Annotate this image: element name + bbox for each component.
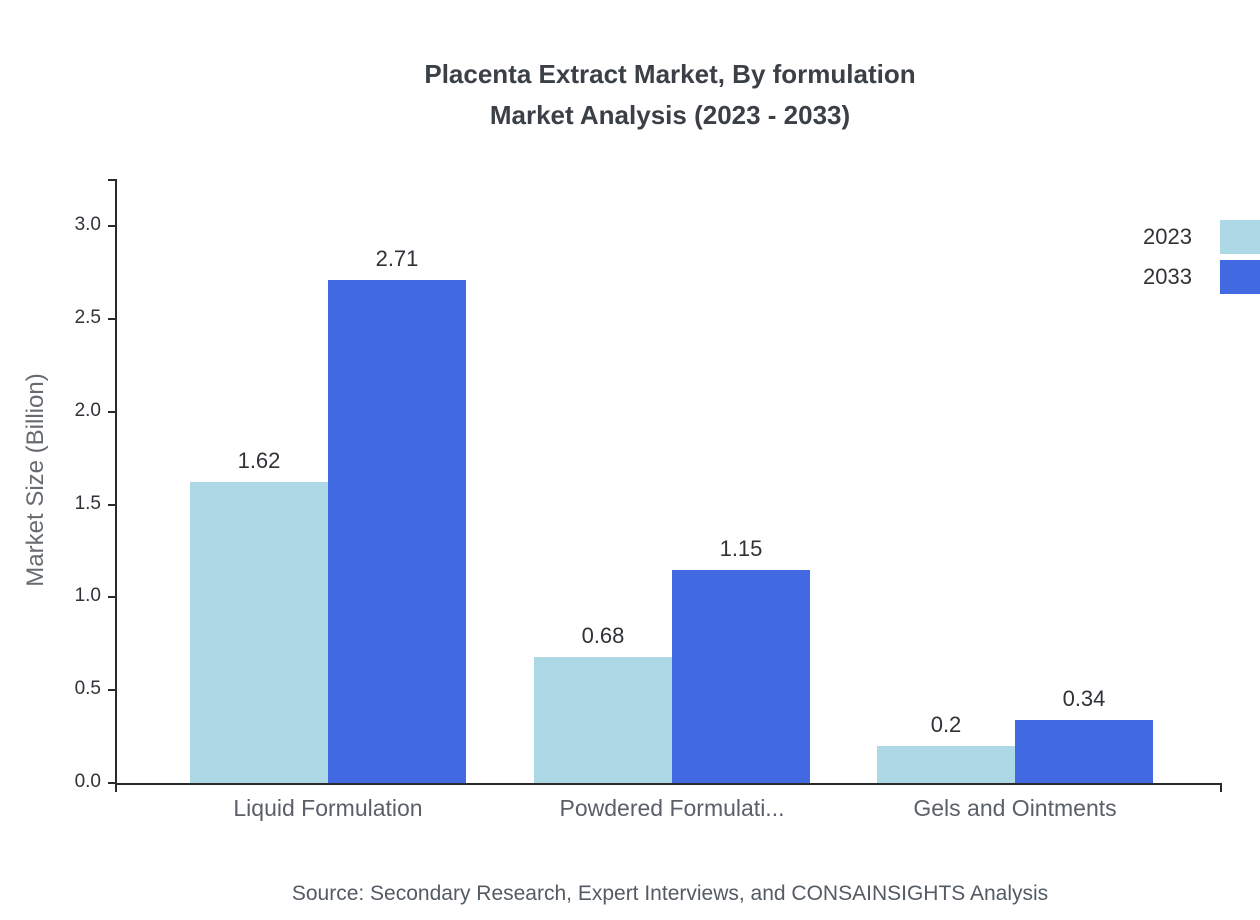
bar-2033: [1015, 719, 1153, 783]
y-tick-label: 3.0: [74, 214, 101, 236]
y-tick: [108, 689, 117, 692]
x-axis-right-tick: [1220, 783, 1222, 792]
legend-entry-2023: 2023: [1143, 220, 1260, 254]
y-tick-label: 0.5: [74, 678, 101, 700]
y-axis-end-tick: [108, 179, 117, 181]
bar-value-label: 0.68: [581, 622, 625, 648]
bar-value-label: 0.2: [930, 711, 962, 737]
chart-title-line1: Placenta Extract Market, By formulation: [424, 59, 916, 89]
bar-value-label: 2.71: [375, 246, 419, 272]
legend-label-2023: 2023: [1143, 224, 1192, 249]
y-tick: [108, 782, 117, 784]
x-category-label: Gels and Ointments: [913, 795, 1117, 821]
y-axis-title: Market Size (Billion): [22, 373, 49, 587]
x-category-label: Liquid Formulation: [233, 795, 423, 821]
bar-value-label: 1.62: [237, 448, 281, 474]
y-tick-label: 1.0: [74, 585, 101, 607]
y-tick: [108, 503, 117, 506]
legend-swatch-2023: [1220, 220, 1260, 254]
y-tick: [108, 410, 117, 413]
source-note: Source: Secondary Research, Expert Inter…: [291, 882, 1049, 905]
legend-label-2033: 2033: [1143, 264, 1192, 289]
legend-swatch-2033: [1220, 260, 1260, 294]
y-tick-label: 0.0: [74, 771, 101, 792]
y-tick: [108, 596, 117, 599]
y-tick: [108, 225, 117, 228]
bar-value-label: 0.34: [1062, 685, 1106, 711]
plot-area: 0.0 0.5 1.0 1.5 2.0 2.5 3.0 1.62 2.71 Liquid Form…: [75, 179, 1222, 821]
bar-2033: [672, 569, 810, 783]
bar-2033: [328, 280, 466, 783]
y-tick-label: 2.0: [74, 399, 101, 421]
x-category-label: Powdered Formulati...: [559, 795, 785, 821]
bars-layer: 0.0 0.5 1.0 1.5 2.0 2.5 3.0 1.62 2.71 Liquid Form…: [75, 179, 1222, 821]
legend: 2023 2033: [1143, 220, 1260, 300]
bar-2023: [534, 656, 672, 783]
legend-entry-2033: 2033: [1143, 260, 1260, 294]
bar-2023: [190, 482, 328, 783]
bar-value-label: 1.15: [719, 535, 763, 561]
y-tick: [108, 318, 117, 321]
y-tick-label: 1.5: [74, 492, 101, 514]
bar-2023: [877, 745, 1015, 783]
y-tick-label: 2.5: [74, 307, 101, 329]
chart-title: Placenta Extract Market, By formulation …: [80, 54, 1260, 136]
chart-title-line2: Market Analysis (2023 - 2033): [489, 100, 851, 130]
x-axis-left-tick: [115, 783, 117, 792]
